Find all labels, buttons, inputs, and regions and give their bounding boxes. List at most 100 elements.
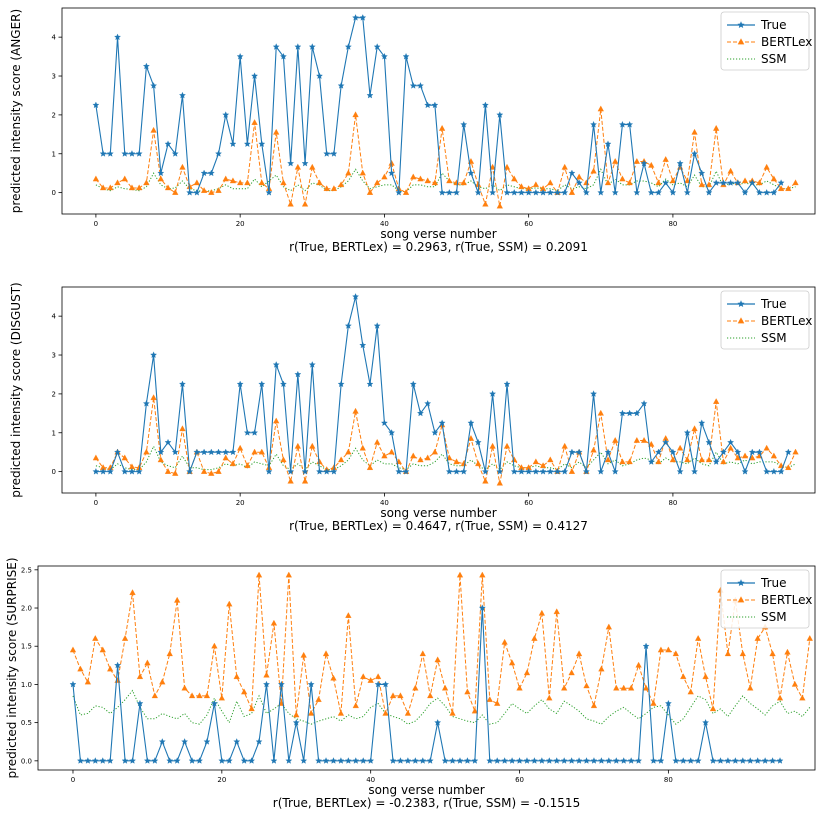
surprise-true-point xyxy=(352,757,360,764)
surprise-true-point xyxy=(91,757,99,764)
surprise-bertlex-point xyxy=(791,680,799,687)
surprise-ytick-label: 1.5 xyxy=(21,643,32,651)
surprise-bertlex-point xyxy=(397,692,404,699)
disgust-true-point xyxy=(662,438,670,446)
disgust-true-point xyxy=(171,448,179,456)
disgust-xtick-label: 60 xyxy=(524,499,533,507)
disgust-xtick-label: 20 xyxy=(236,499,245,507)
anger-ytick-label: 3 xyxy=(52,73,56,81)
surprise-bertlex-point xyxy=(769,650,776,657)
anger-bertlex-point xyxy=(136,184,143,191)
surprise-true-point xyxy=(560,757,568,764)
anger-true-point xyxy=(561,189,569,196)
anger-true-point xyxy=(395,189,403,196)
surprise-true-point xyxy=(590,757,598,764)
anger-bertlex-point xyxy=(323,185,330,191)
disgust-bertlex-point xyxy=(482,477,489,484)
disgust-bertlex-point xyxy=(770,452,778,459)
disgust-true-point xyxy=(424,400,432,407)
disgust-true-point xyxy=(373,322,381,329)
surprise-bertlex-point xyxy=(69,646,77,653)
anger-bertlex-point xyxy=(92,175,100,182)
disgust-true-point xyxy=(402,468,410,475)
disgust-bertlex-point xyxy=(208,470,215,476)
anger-true-point xyxy=(691,150,698,157)
surprise-true-point xyxy=(367,757,375,764)
anger-true-point xyxy=(287,159,295,167)
surprise-true-point xyxy=(277,680,285,688)
anger-true-point xyxy=(662,179,670,186)
anger-bertlex-point xyxy=(770,175,778,182)
anger-true-point xyxy=(532,189,540,196)
anger-true-point xyxy=(207,169,215,177)
disgust-ylabel: predicted intensity score (DISGUST) xyxy=(9,282,23,497)
disgust-true-point xyxy=(575,448,583,456)
anger-true-point xyxy=(114,33,121,41)
surprise-true-point xyxy=(627,757,635,764)
surprise-bertlex-point xyxy=(129,589,136,595)
disgust-bertlex-point xyxy=(547,456,554,463)
anger-bertlex-point xyxy=(576,173,583,180)
anger-true-point xyxy=(525,189,533,196)
anger-bertlex-point xyxy=(359,169,366,176)
disgust-bertlex-point xyxy=(345,448,352,455)
surprise-bertlex-point xyxy=(248,705,255,712)
surprise-bertlex-point xyxy=(404,709,412,716)
anger-true-point xyxy=(330,150,338,157)
disgust-bertlex-point xyxy=(597,409,604,416)
disgust-true-line xyxy=(95,296,789,474)
disgust-bertlex-point xyxy=(792,448,799,455)
disgust-bertlex-point xyxy=(301,477,309,484)
anger-true-point xyxy=(712,179,720,186)
anger-bertlex-point xyxy=(727,167,734,174)
surprise-panel: 0 20 40 60 80 0.0 0.5 1.0 1.5 2.0 2.5 song verse nu… xyxy=(5,557,816,810)
surprise-true-point xyxy=(694,757,702,764)
disgust-true-point xyxy=(243,429,251,436)
surprise-bertlex-point xyxy=(322,650,330,657)
anger-true-point xyxy=(640,159,648,167)
surprise-bertlex-point xyxy=(590,702,598,709)
disgust-true-point xyxy=(106,468,114,475)
anger-true-point xyxy=(453,189,460,196)
disgust-true-point xyxy=(200,448,208,456)
disgust-bertlex-point xyxy=(640,437,648,443)
anger-bertlex-point xyxy=(107,184,114,191)
surprise-bertlex-point xyxy=(345,612,352,618)
surprise-ytick-label: 2.0 xyxy=(21,605,32,613)
disgust-true-point xyxy=(698,419,706,426)
anger-true-point xyxy=(258,140,266,147)
surprise-true-point xyxy=(248,757,256,764)
surprise-bertlex-point xyxy=(620,684,627,691)
surprise-bertlex-point xyxy=(434,656,441,663)
surprise-bertlex-point xyxy=(665,646,672,653)
surprise-ssm-line xyxy=(72,689,811,725)
surprise-true-point xyxy=(657,757,665,764)
surprise-bertlex-point xyxy=(300,651,307,658)
anger-bertlex-point xyxy=(121,175,128,182)
anger-true-point xyxy=(243,140,251,147)
surprise-bertlex-point xyxy=(360,673,367,680)
disgust-bertlex-point xyxy=(539,462,547,469)
anger-bertlex-point xyxy=(597,105,604,112)
surprise-bertlex-point xyxy=(315,696,322,702)
surprise-bertlex-point xyxy=(308,709,315,716)
anger-true-point xyxy=(373,43,381,50)
surprise-series-true xyxy=(69,604,784,764)
anger-true-point xyxy=(352,14,359,21)
anger-true-point xyxy=(337,82,345,89)
disgust-true-point xyxy=(258,380,266,388)
surprise-true-point xyxy=(196,757,203,764)
surprise-bertlex-point xyxy=(605,623,612,630)
surprise-bertlex-point xyxy=(263,671,270,678)
disgust-true-point xyxy=(280,380,287,388)
disgust-legend-box xyxy=(720,290,810,350)
anger-ytick-label: 4 xyxy=(52,34,57,42)
disgust-bertlex-point xyxy=(273,417,280,424)
anger-true-point xyxy=(554,189,561,196)
anger-true-point xyxy=(366,91,374,99)
disgust-xtick-label: 0 xyxy=(94,499,98,507)
anger-true-point xyxy=(164,140,172,147)
disgust-true-point xyxy=(251,429,258,436)
surprise-bertlex-point xyxy=(747,684,754,691)
disgust-true-point xyxy=(157,448,165,456)
